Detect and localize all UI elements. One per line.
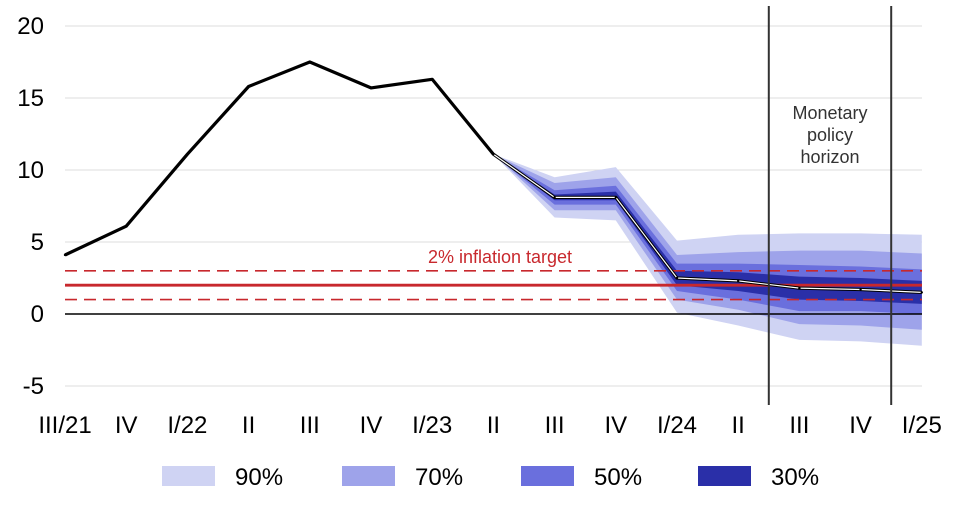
x-tick-label: IV: [115, 412, 138, 439]
legend: 90% 70% 50% 30%: [162, 464, 819, 491]
data-point: [186, 152, 189, 156]
data-point: [369, 86, 373, 90]
projection-center-line: [493, 153, 922, 293]
x-tick-label: I/25: [902, 412, 942, 439]
target-label: 2% inflation target: [428, 247, 572, 267]
x-tick-label: III/21: [38, 412, 91, 439]
legend-swatch-50pct: [521, 466, 574, 486]
legend-label: 30%: [771, 464, 819, 491]
data-point: [614, 196, 617, 199]
x-tick-label: I/23: [412, 412, 452, 439]
data-point: [798, 286, 801, 290]
horizon-label: Monetary: [792, 103, 867, 123]
legend-swatch-30pct: [698, 466, 751, 486]
x-tick-label: I/24: [657, 412, 697, 439]
x-tick-label: III: [300, 412, 320, 439]
x-tick-label: III: [789, 412, 809, 439]
data-point: [859, 288, 862, 291]
x-tick-label: IV: [849, 412, 872, 439]
data-point: [553, 196, 556, 199]
data-point: [63, 253, 67, 257]
legend-label: 90%: [235, 464, 283, 491]
x-tick-label: II: [487, 412, 500, 439]
x-tick-label: IV: [360, 412, 383, 439]
legend-swatch-90pct: [162, 466, 215, 486]
data-point: [431, 78, 434, 81]
data-point: [920, 291, 923, 294]
horizon-label: horizon: [800, 147, 859, 167]
y-tick-label: -5: [23, 373, 44, 400]
data-point: [492, 152, 495, 156]
horizon-label: policy: [807, 125, 853, 145]
data-point: [675, 276, 679, 280]
y-tick-label: 15: [17, 85, 44, 112]
data-point: [737, 279, 740, 283]
x-tick-label: I/22: [167, 412, 207, 439]
y-tick-label: 20: [17, 13, 44, 40]
x-axis: III/21 IV I/22 II III IV I/23 II III IV I/24 II III I…: [38, 412, 942, 439]
x-tick-label: II: [732, 412, 745, 439]
y-axis: -5 0 5 10 15 20: [17, 13, 44, 400]
y-tick-label: 0: [31, 301, 44, 328]
y-tick-label: 10: [17, 157, 44, 184]
x-tick-label: II: [242, 412, 255, 439]
data-point: [247, 85, 250, 88]
data-point: [125, 224, 128, 228]
x-tick-label: III: [545, 412, 565, 439]
legend-label: 50%: [594, 464, 642, 491]
legend-swatch-70pct: [342, 466, 395, 486]
legend-label: 70%: [415, 464, 463, 491]
fan-band-30pct: [493, 154, 922, 304]
data-point: [308, 60, 311, 64]
y-tick-label: 5: [31, 229, 44, 256]
x-tick-label: IV: [604, 412, 627, 439]
inflation-line: [63, 60, 923, 294]
